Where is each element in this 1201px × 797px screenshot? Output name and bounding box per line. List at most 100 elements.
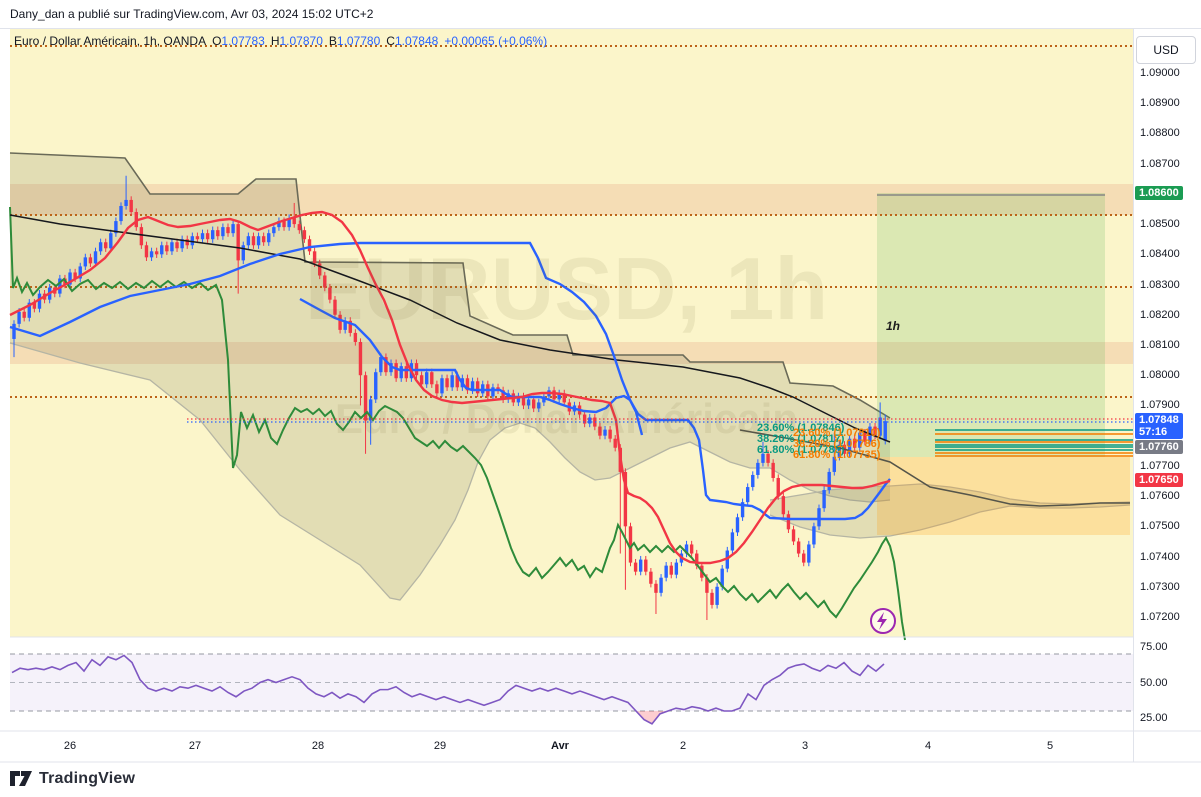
candle-up [272,227,276,234]
candle-down [628,526,633,563]
publish-info-text: Dany_dan a publié sur TradingView.com, A… [10,7,374,21]
low-label: B [328,34,337,48]
candle-down [302,230,307,240]
red-ma-line [9,210,891,565]
candle-up [256,236,261,246]
price-tick-label: 1.09000 [1140,67,1180,79]
candle-up [450,375,454,388]
close-label: C [386,34,395,48]
candle-down [771,462,775,478]
candle-down [649,571,653,584]
candle-up [715,586,719,605]
candle-down [363,375,368,421]
candle-down [328,287,332,300]
candle-down [139,227,144,246]
candle-down [338,314,342,330]
candle-down [766,453,770,463]
watermark-name: Euro / Dollar Américain [335,395,798,442]
price-axis[interactable]: 1.09000 1.08900 1.08800 1.08700 1.08500 1.084… [1134,28,1201,731]
tradingview-logo[interactable]: TradingView [10,768,135,789]
rsi-oversold-fill [636,711,668,724]
fib-level-label: 23.60% (1.07846) [757,422,845,434]
black-ma-line [9,214,891,443]
candle-down [195,236,200,240]
time-tick-label: Avr [551,740,569,752]
time-axis[interactable]: 26 27 28 29 Avr 2 3 4 5 [0,731,1133,762]
candle-down [312,251,317,264]
future-cloud [770,484,1130,538]
candle-down [501,390,505,400]
candle-down [475,381,480,394]
candle-down [613,438,617,448]
candle-down [852,438,857,448]
candle-up [267,233,271,243]
candle-down [419,375,424,385]
candle-up [170,242,174,252]
candle-down [307,239,312,252]
candle-up [827,471,831,491]
candle-down [710,592,714,605]
gray-level-badge: 1.07760 [1135,439,1183,454]
candle-up [440,378,444,394]
candle-down [282,221,286,228]
candle-up [93,251,98,264]
candle-up [287,218,291,228]
candle-down [531,399,536,409]
long-position-stop-box [877,457,1130,535]
candle-up [149,251,154,258]
candle-up [114,221,118,234]
candle-up [277,221,281,228]
candle-up [379,357,383,373]
candle-up [160,245,164,255]
candle-down [552,390,556,400]
candle-down [781,496,786,515]
candle-down [358,341,363,376]
fib-retracement-labels-teal[interactable]: 23.60% (1.07846) 38.20% (1.07817) 61.80% (… [757,423,844,456]
rsi-tick-label: 75.00 [1140,640,1168,653]
price-tick-label: 1.08000 [1140,369,1180,382]
symbol-legend[interactable]: Euro / Dollar Américain, 1h, OANDA O1.077… [14,34,547,48]
candle-down [455,375,459,388]
time-tick-label: 5 [1046,740,1054,752]
candle-up [470,381,475,391]
price-tick-label: 1.08900 [1140,97,1180,110]
candle-down [435,384,439,394]
candle-down [318,263,322,276]
candle-up [491,387,495,397]
candle-down [776,477,780,497]
candle-up [837,444,842,457]
candle-down [796,541,801,554]
candle-up [557,393,561,400]
candle-down [297,224,302,231]
candle-down [175,242,179,249]
projection-box-label: 1h [886,319,901,333]
candle-up [399,366,403,379]
currency-toggle-button[interactable]: USD [1136,36,1196,64]
time-tick-label: 3 [801,740,809,752]
candle-down [154,251,159,255]
candle-down [633,562,638,572]
candle-down [593,417,597,427]
candle-down [88,257,93,264]
time-tick-label: 27 [188,740,202,752]
fib-retracement-labels-orange[interactable]: 23.60% (1.07810) 38.20% (1.07786) 61.80% (… [793,428,880,461]
candle-down [562,393,566,403]
candle-up [761,453,765,463]
candle-up [368,399,373,421]
price-tick-label: 1.08200 [1140,308,1180,321]
candle-down [404,366,409,379]
fib-level-label: 23.60% (1.07810) [793,427,881,439]
fib-level-label: 38.20% (1.07817) [757,433,845,445]
candle-down [465,378,470,391]
supply-zone-band [10,184,1133,215]
low-value: 1.07780 [336,34,381,48]
candle-up [526,399,531,406]
candle-up [588,417,592,424]
time-tick-label: 2 [679,740,687,752]
candle-up [98,242,103,252]
time-tick-label: 4 [924,740,932,752]
open-value: 1.07783 [221,34,265,48]
candle-up [246,236,251,246]
